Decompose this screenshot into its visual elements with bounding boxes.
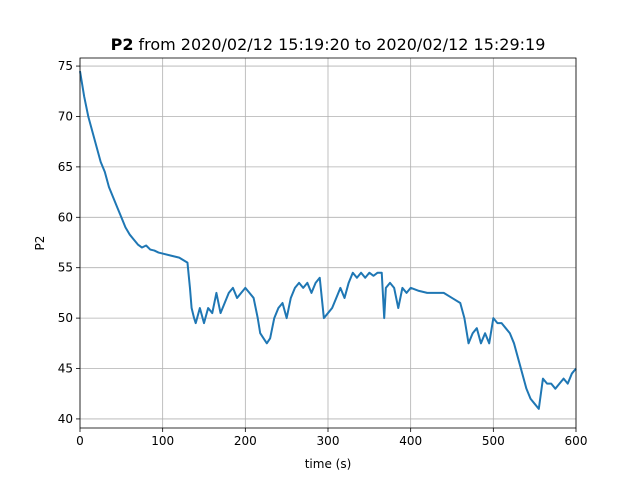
x-tick-label: 600	[565, 434, 588, 448]
y-tick-label: 60	[58, 210, 73, 224]
x-tick-label: 100	[151, 434, 174, 448]
y-tick-label: 75	[58, 59, 73, 73]
title-name: P2	[111, 35, 134, 54]
x-tick-label: 0	[76, 434, 84, 448]
data-line	[79, 70, 577, 410]
x-axis-label: time (s)	[305, 457, 352, 471]
y-tick-label: 70	[58, 109, 73, 123]
y-tick-label: 65	[58, 160, 73, 174]
title-range: from 2020/02/12 15:19:20 to 2020/02/12 1…	[138, 35, 545, 54]
chart-title: P2 from 2020/02/12 15:19:20 to 2020/02/12…	[111, 35, 546, 54]
x-tick-label: 200	[234, 434, 257, 448]
y-tick-label: 40	[58, 412, 73, 426]
plot-frame	[79, 57, 577, 429]
x-tick-label: 500	[482, 434, 505, 448]
y-tick-label: 50	[58, 311, 73, 325]
y-tick-label: 45	[58, 362, 73, 376]
y-tick-label: 55	[58, 261, 73, 275]
x-tick-label: 400	[399, 434, 422, 448]
x-tick-label: 300	[317, 434, 340, 448]
y-axis-label: P2	[33, 236, 47, 251]
